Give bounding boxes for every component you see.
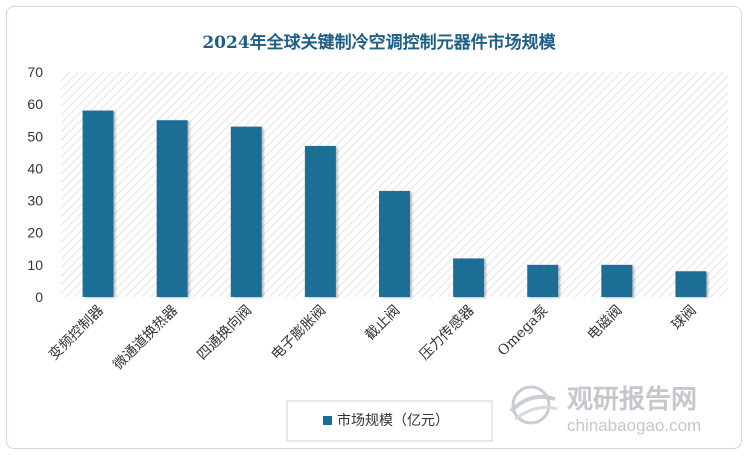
legend-label: 市场规模（亿元）	[337, 412, 449, 429]
bar	[601, 264, 633, 297]
y-tick-label: 50	[27, 128, 43, 144]
bar	[527, 264, 559, 297]
watermark-en: chinabaogao.com	[567, 416, 701, 435]
x-axis-ticks: 变频控制器 微通道换热器 四通换向阀 电子膨胀阀 截止阀 压力传感器 Omega泵 电磁阀 球阀	[46, 302, 700, 373]
bar-chart: 2024年全球关键制冷空调控制元器件市场规模 0 10 20 30 40 50 60 70 变…	[27, 32, 728, 442]
x-tick-label: 电子膨胀阀	[268, 302, 330, 364]
y-axis-ticks: 0 10 20 30 40 50 60 70	[27, 64, 43, 305]
x-tick-label: 四通换向阀	[194, 302, 256, 364]
bar	[379, 190, 410, 297]
y-tick-label: 30	[27, 193, 43, 209]
x-tick-label: 微通道换热器	[110, 302, 181, 373]
x-tick-label: 压力传感器	[416, 302, 478, 364]
x-tick-label: 变频控制器	[46, 303, 107, 364]
bar	[453, 258, 485, 297]
chart-frame: 2024年全球关键制冷空调控制元器件市场规模 0 10 20 30 40 50 60 70 变…	[6, 6, 742, 449]
legend-swatch	[323, 416, 332, 425]
watermark: 观研报告网 chinabaogao.com	[509, 384, 701, 435]
y-tick-label: 20	[27, 225, 43, 241]
y-tick-label: 40	[27, 160, 43, 176]
bar	[230, 126, 262, 298]
x-tick-label: Omega泵	[495, 303, 552, 360]
watermark-cn: 观研报告网	[567, 384, 697, 415]
bar	[304, 145, 336, 297]
bar	[156, 120, 188, 297]
x-tick-label: 球阀	[669, 303, 700, 334]
y-tick-label: 0	[35, 289, 43, 305]
y-tick-label: 10	[27, 257, 43, 273]
bars	[82, 110, 707, 298]
chart-title: 2024年全球关键制冷空调控制元器件市场规模	[202, 32, 556, 53]
y-tick-label: 60	[27, 96, 43, 112]
globe-swirl-icon	[509, 385, 558, 425]
y-tick-label: 70	[27, 64, 43, 80]
x-tick-label: 电磁阀	[585, 303, 626, 344]
legend-box	[286, 400, 493, 442]
bar	[675, 271, 707, 297]
x-tick-label: 截止阀	[362, 303, 403, 344]
bar	[82, 110, 114, 297]
